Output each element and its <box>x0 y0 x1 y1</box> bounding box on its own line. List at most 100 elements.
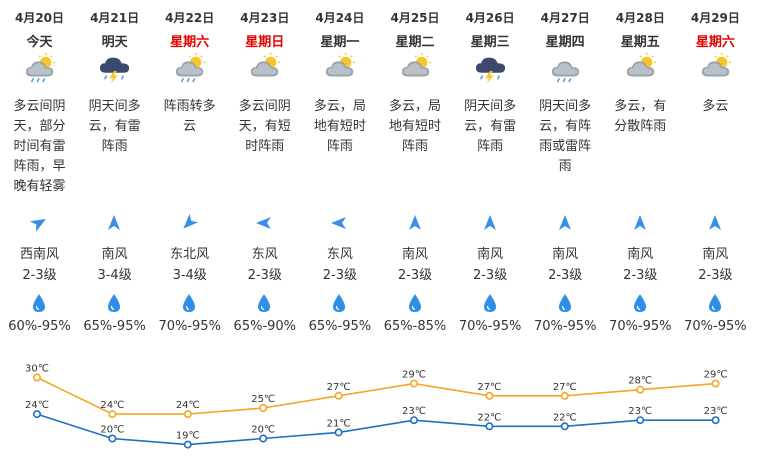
weather-description: 多云，局 地有短时 阵雨 <box>302 97 377 157</box>
forecast-date: 4月21日 <box>90 11 140 25</box>
humidity-range: 65%-85% <box>383 319 447 334</box>
cloud-sun-icon <box>623 52 659 84</box>
forecast-day: 4月27日 星期四 阴天间多 云，有阵 雨或雷阵雨南风 2-3级 70%-95% <box>528 0 603 345</box>
wind-level: 3-4级 <box>172 268 207 283</box>
forecast-date: 4月22日 <box>165 11 215 25</box>
forecast-day: 4月29日 星期六 多云 南风 2-3级 70%-95% <box>678 0 753 345</box>
wind-level: 2-3级 <box>472 268 508 283</box>
temperature-label: 29℃ <box>402 370 426 381</box>
description-line: 时阵雨 <box>245 139 285 154</box>
temperature-point <box>560 391 569 400</box>
temperature-point <box>409 416 418 425</box>
temperature-label: 21℃ <box>327 418 351 429</box>
day-of-week: 明天 <box>101 35 128 50</box>
wind-direction-arrow-icon <box>481 214 499 232</box>
wind-direction: 东风 <box>251 247 278 262</box>
temperature-label: 22℃ <box>477 412 501 423</box>
weather-description: 多云间阴 天，部分 时间有雷 阵雨，早 晚有轻雾 <box>2 97 77 197</box>
weather-description: 多云间阴天，有短时阵雨 <box>227 97 302 157</box>
wind-level: 2-3级 <box>548 268 583 283</box>
humidity-drop-icon <box>256 293 272 313</box>
forecast-columns: 4月20日 今天 多云间阴 天，部分 时间有雷 阵雨，早 晚有轻雾 西南风 2-3级 60%-95… <box>2 0 753 345</box>
wind-direction-arrow-icon <box>255 214 273 232</box>
wind-direction: 南风 <box>627 247 654 262</box>
description-line: 阵雨，早 <box>13 159 66 174</box>
temperature-chart: 30℃ 24℃ 24℃ 25℃ 27℃ 29℃ 27℃ 27℃ 28℃ 29℃ 24℃ 20℃ 19℃ 2… <box>25 364 728 449</box>
wind-direction-arrow-icon <box>105 214 123 232</box>
description-line: 阵雨 <box>101 139 128 154</box>
description-line: 阴天间多 <box>88 99 141 114</box>
description-line: 地有短时 <box>313 119 366 134</box>
forecast-date: 4月25日 <box>390 11 440 25</box>
temperature-label: 19℃ <box>176 431 200 442</box>
description-line: 天，有短 <box>238 119 291 134</box>
humidity-range: 70%-95% <box>458 319 522 334</box>
description-line: 阵雨 <box>326 139 353 154</box>
temperature-label: 25℃ <box>251 394 275 405</box>
temperature-label: 23℃ <box>628 406 652 417</box>
weather-description: 阴天间多云，有雷阵雨 <box>77 97 152 157</box>
wind-direction-arrow-icon <box>406 214 424 232</box>
cloud-sun-icon <box>247 52 283 84</box>
day-of-week: 星期日 <box>245 35 285 50</box>
description-line: 云 <box>183 119 197 134</box>
description-line: 多云间阴 <box>13 99 66 114</box>
cloud-sun-icon <box>698 52 734 84</box>
humidity-drop-icon <box>331 293 347 313</box>
weather-description: 阴天间多 云，有阵 雨或雷阵雨 <box>528 97 603 177</box>
wind-direction: 南风 <box>401 247 428 262</box>
description-line: 天，部分 <box>13 119 66 134</box>
temperature-point <box>636 416 645 425</box>
temperature-point <box>32 410 41 419</box>
forecast-date: 4月29日 <box>690 11 740 25</box>
temperature-label: 24℃ <box>176 400 200 411</box>
description-line: 地有短时 <box>388 119 441 134</box>
temperature-point <box>711 416 720 425</box>
humidity-drop-icon <box>632 293 648 313</box>
wind-direction-arrow-icon <box>631 214 649 232</box>
day-of-week: 星期二 <box>395 35 435 50</box>
wind-direction: 东风 <box>326 247 353 262</box>
temperature-label: 20℃ <box>100 425 124 436</box>
humidity-drop-icon <box>407 293 423 313</box>
temperature-label: 23℃ <box>704 406 728 417</box>
cloud-sun-icon <box>398 52 434 84</box>
temperature-label: 27℃ <box>477 382 501 393</box>
temperature-line <box>36 413 716 446</box>
wind-direction-arrow-icon <box>330 214 348 232</box>
temperature-point <box>32 373 41 382</box>
temperature-label: 22℃ <box>553 412 577 423</box>
forecast-date: 4月20日 <box>14 11 65 25</box>
day-of-week: 星期四 <box>545 35 585 50</box>
wind-level: 2-3级 <box>22 268 57 283</box>
humidity-range: 65%-95% <box>83 319 146 334</box>
forecast-date: 4月23日 <box>240 11 290 25</box>
temperature-point <box>183 410 192 419</box>
forecast-day: 4月21日 明天 阴天间多 云，有雷 阵雨 南风 3-4级 65%-95% <box>77 0 152 345</box>
description-line: 多云间阴 <box>238 99 291 114</box>
wind-direction: 南风 <box>477 247 504 262</box>
thunderstorm-icon <box>97 52 133 84</box>
temperature-label: 24℃ <box>25 400 49 411</box>
description-line: 晚有轻雾 <box>13 179 66 194</box>
description-line: 云，有雷 <box>88 119 141 134</box>
temperature-point <box>409 379 418 388</box>
forecast-date: 4月27日 <box>540 11 590 25</box>
temperature-label: 28℃ <box>628 376 652 387</box>
temperature-line <box>36 376 716 415</box>
cloud-rain-icon <box>548 52 584 84</box>
wind-direction: 南风 <box>101 247 128 262</box>
wind-direction-arrow-icon <box>706 214 724 232</box>
temperature-label: 20℃ <box>251 425 275 436</box>
description-line: 云，有雷 <box>464 119 517 134</box>
temperature-point <box>183 440 192 449</box>
temperature-point <box>636 385 645 394</box>
description-line: 雨或雷阵 <box>539 139 592 154</box>
forecast-day: 4月25日 星期二 多云，局 地有短时 阵雨 南风 2-3级 65%-85% <box>378 0 453 345</box>
description-line: 阵雨 <box>401 139 428 154</box>
wind-level: 2-3级 <box>397 268 433 283</box>
temperature-point <box>259 403 268 412</box>
description-line: 雨 <box>558 159 572 174</box>
wind-direction: 东北风 <box>170 247 210 262</box>
temperature-label: 27℃ <box>327 382 351 393</box>
